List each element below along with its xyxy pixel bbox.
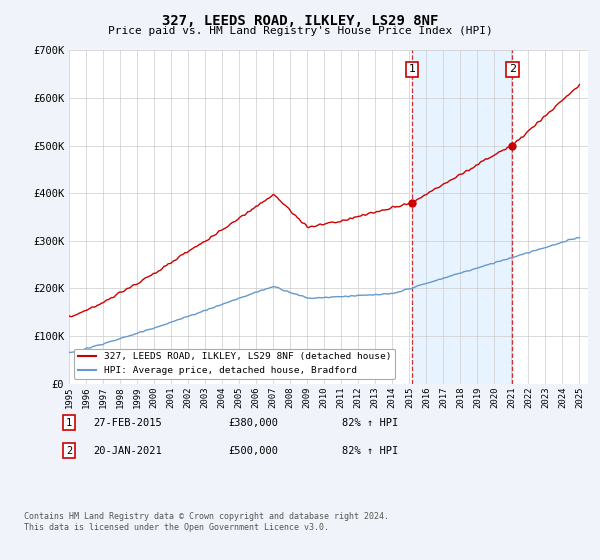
Text: 82% ↑ HPI: 82% ↑ HPI <box>342 418 398 428</box>
Text: 327, LEEDS ROAD, ILKLEY, LS29 8NF: 327, LEEDS ROAD, ILKLEY, LS29 8NF <box>162 14 438 28</box>
Text: 1: 1 <box>409 64 415 74</box>
Bar <box>412 50 512 384</box>
Text: 20-JAN-2021: 20-JAN-2021 <box>93 446 162 456</box>
Text: Contains HM Land Registry data © Crown copyright and database right 2024.
This d: Contains HM Land Registry data © Crown c… <box>24 512 389 532</box>
Text: 82% ↑ HPI: 82% ↑ HPI <box>342 446 398 456</box>
Text: 2: 2 <box>66 446 72 456</box>
Text: £500,000: £500,000 <box>228 446 278 456</box>
Text: 2: 2 <box>509 64 516 74</box>
Text: 27-FEB-2015: 27-FEB-2015 <box>93 418 162 428</box>
Text: 1: 1 <box>66 418 72 428</box>
Legend: 327, LEEDS ROAD, ILKLEY, LS29 8NF (detached house), HPI: Average price, detached: 327, LEEDS ROAD, ILKLEY, LS29 8NF (detac… <box>74 348 395 379</box>
Text: Price paid vs. HM Land Registry's House Price Index (HPI): Price paid vs. HM Land Registry's House … <box>107 26 493 36</box>
Text: £380,000: £380,000 <box>228 418 278 428</box>
